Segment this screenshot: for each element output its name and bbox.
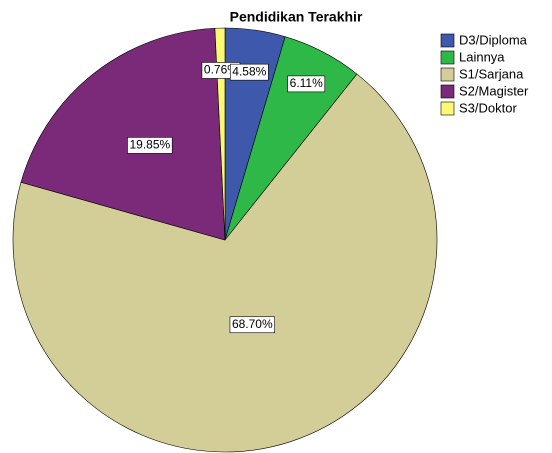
legend-label: S2/Magister xyxy=(459,83,529,98)
legend-label: D3/Diploma xyxy=(459,32,528,47)
pie-slice xyxy=(20,27,226,241)
legend-swatch xyxy=(440,67,455,82)
data-label-text: 4.58% xyxy=(232,64,266,78)
data-label-box xyxy=(229,316,275,334)
data-label-box xyxy=(230,63,269,81)
legend-swatch xyxy=(440,84,455,99)
legend-swatch xyxy=(440,50,455,65)
data-label: 19.85% xyxy=(127,137,173,154)
data-label-text: 0.76% xyxy=(204,63,238,77)
data-label: 4.58% xyxy=(230,63,269,81)
pie-slice xyxy=(12,73,438,453)
data-label-box xyxy=(287,75,326,93)
pie-slice xyxy=(214,27,226,241)
data-label-text: 6.11% xyxy=(290,76,323,90)
legend-label: S1/Sarjana xyxy=(459,66,524,81)
legend-label: S3/Doktor xyxy=(459,100,517,115)
data-label-box xyxy=(127,137,173,154)
legend-label: Lainnya xyxy=(459,49,505,64)
data-label-text: 19.85% xyxy=(129,138,170,152)
chart-title: Pendidikan Terakhir xyxy=(230,9,363,25)
legend-swatch xyxy=(440,33,455,48)
data-label: 6.11% xyxy=(287,75,326,93)
legend-swatch xyxy=(440,101,455,116)
data-label: 68.70% xyxy=(229,316,275,334)
data-label-text: 68.70% xyxy=(232,317,273,331)
